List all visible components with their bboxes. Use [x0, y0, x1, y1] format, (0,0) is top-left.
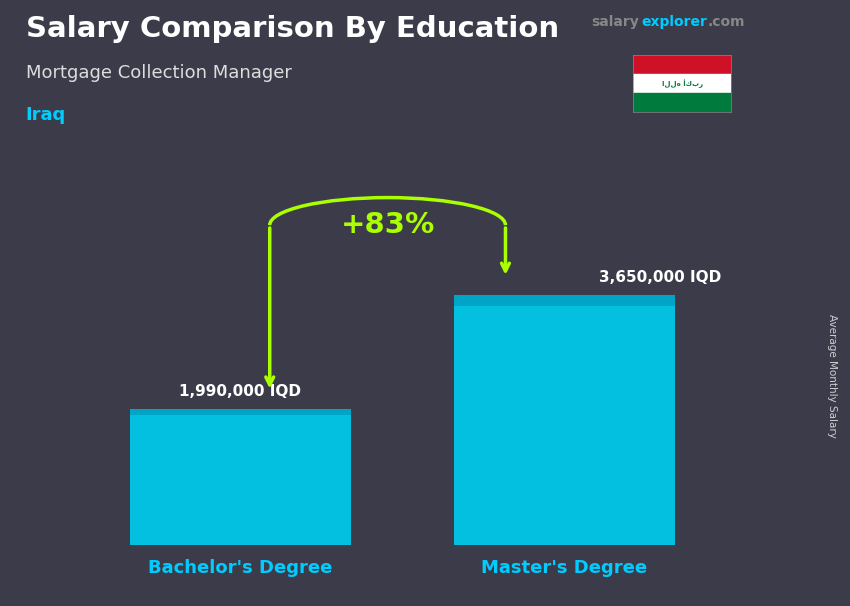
Text: Iraq: Iraq [26, 106, 65, 124]
Bar [633, 93, 731, 112]
Bar [454, 295, 675, 545]
Text: 3,650,000 IQD: 3,650,000 IQD [599, 270, 722, 285]
Text: +83%: +83% [341, 211, 434, 239]
Text: Average Monthly Salary: Average Monthly Salary [827, 314, 837, 438]
Text: Mortgage Collection Manager: Mortgage Collection Manager [26, 64, 292, 82]
Text: explorer: explorer [642, 15, 707, 29]
Bar [633, 73, 731, 93]
Text: 1,990,000 IQD: 1,990,000 IQD [179, 384, 301, 399]
Text: Salary Comparison By Education: Salary Comparison By Education [26, 15, 558, 43]
Bar [130, 409, 351, 545]
Text: salary: salary [591, 15, 638, 29]
Text: .com: .com [707, 15, 745, 29]
Bar [633, 55, 731, 73]
Bar [130, 409, 351, 415]
Bar [454, 295, 675, 307]
Text: الله أكبر: الله أكبر [661, 79, 703, 88]
